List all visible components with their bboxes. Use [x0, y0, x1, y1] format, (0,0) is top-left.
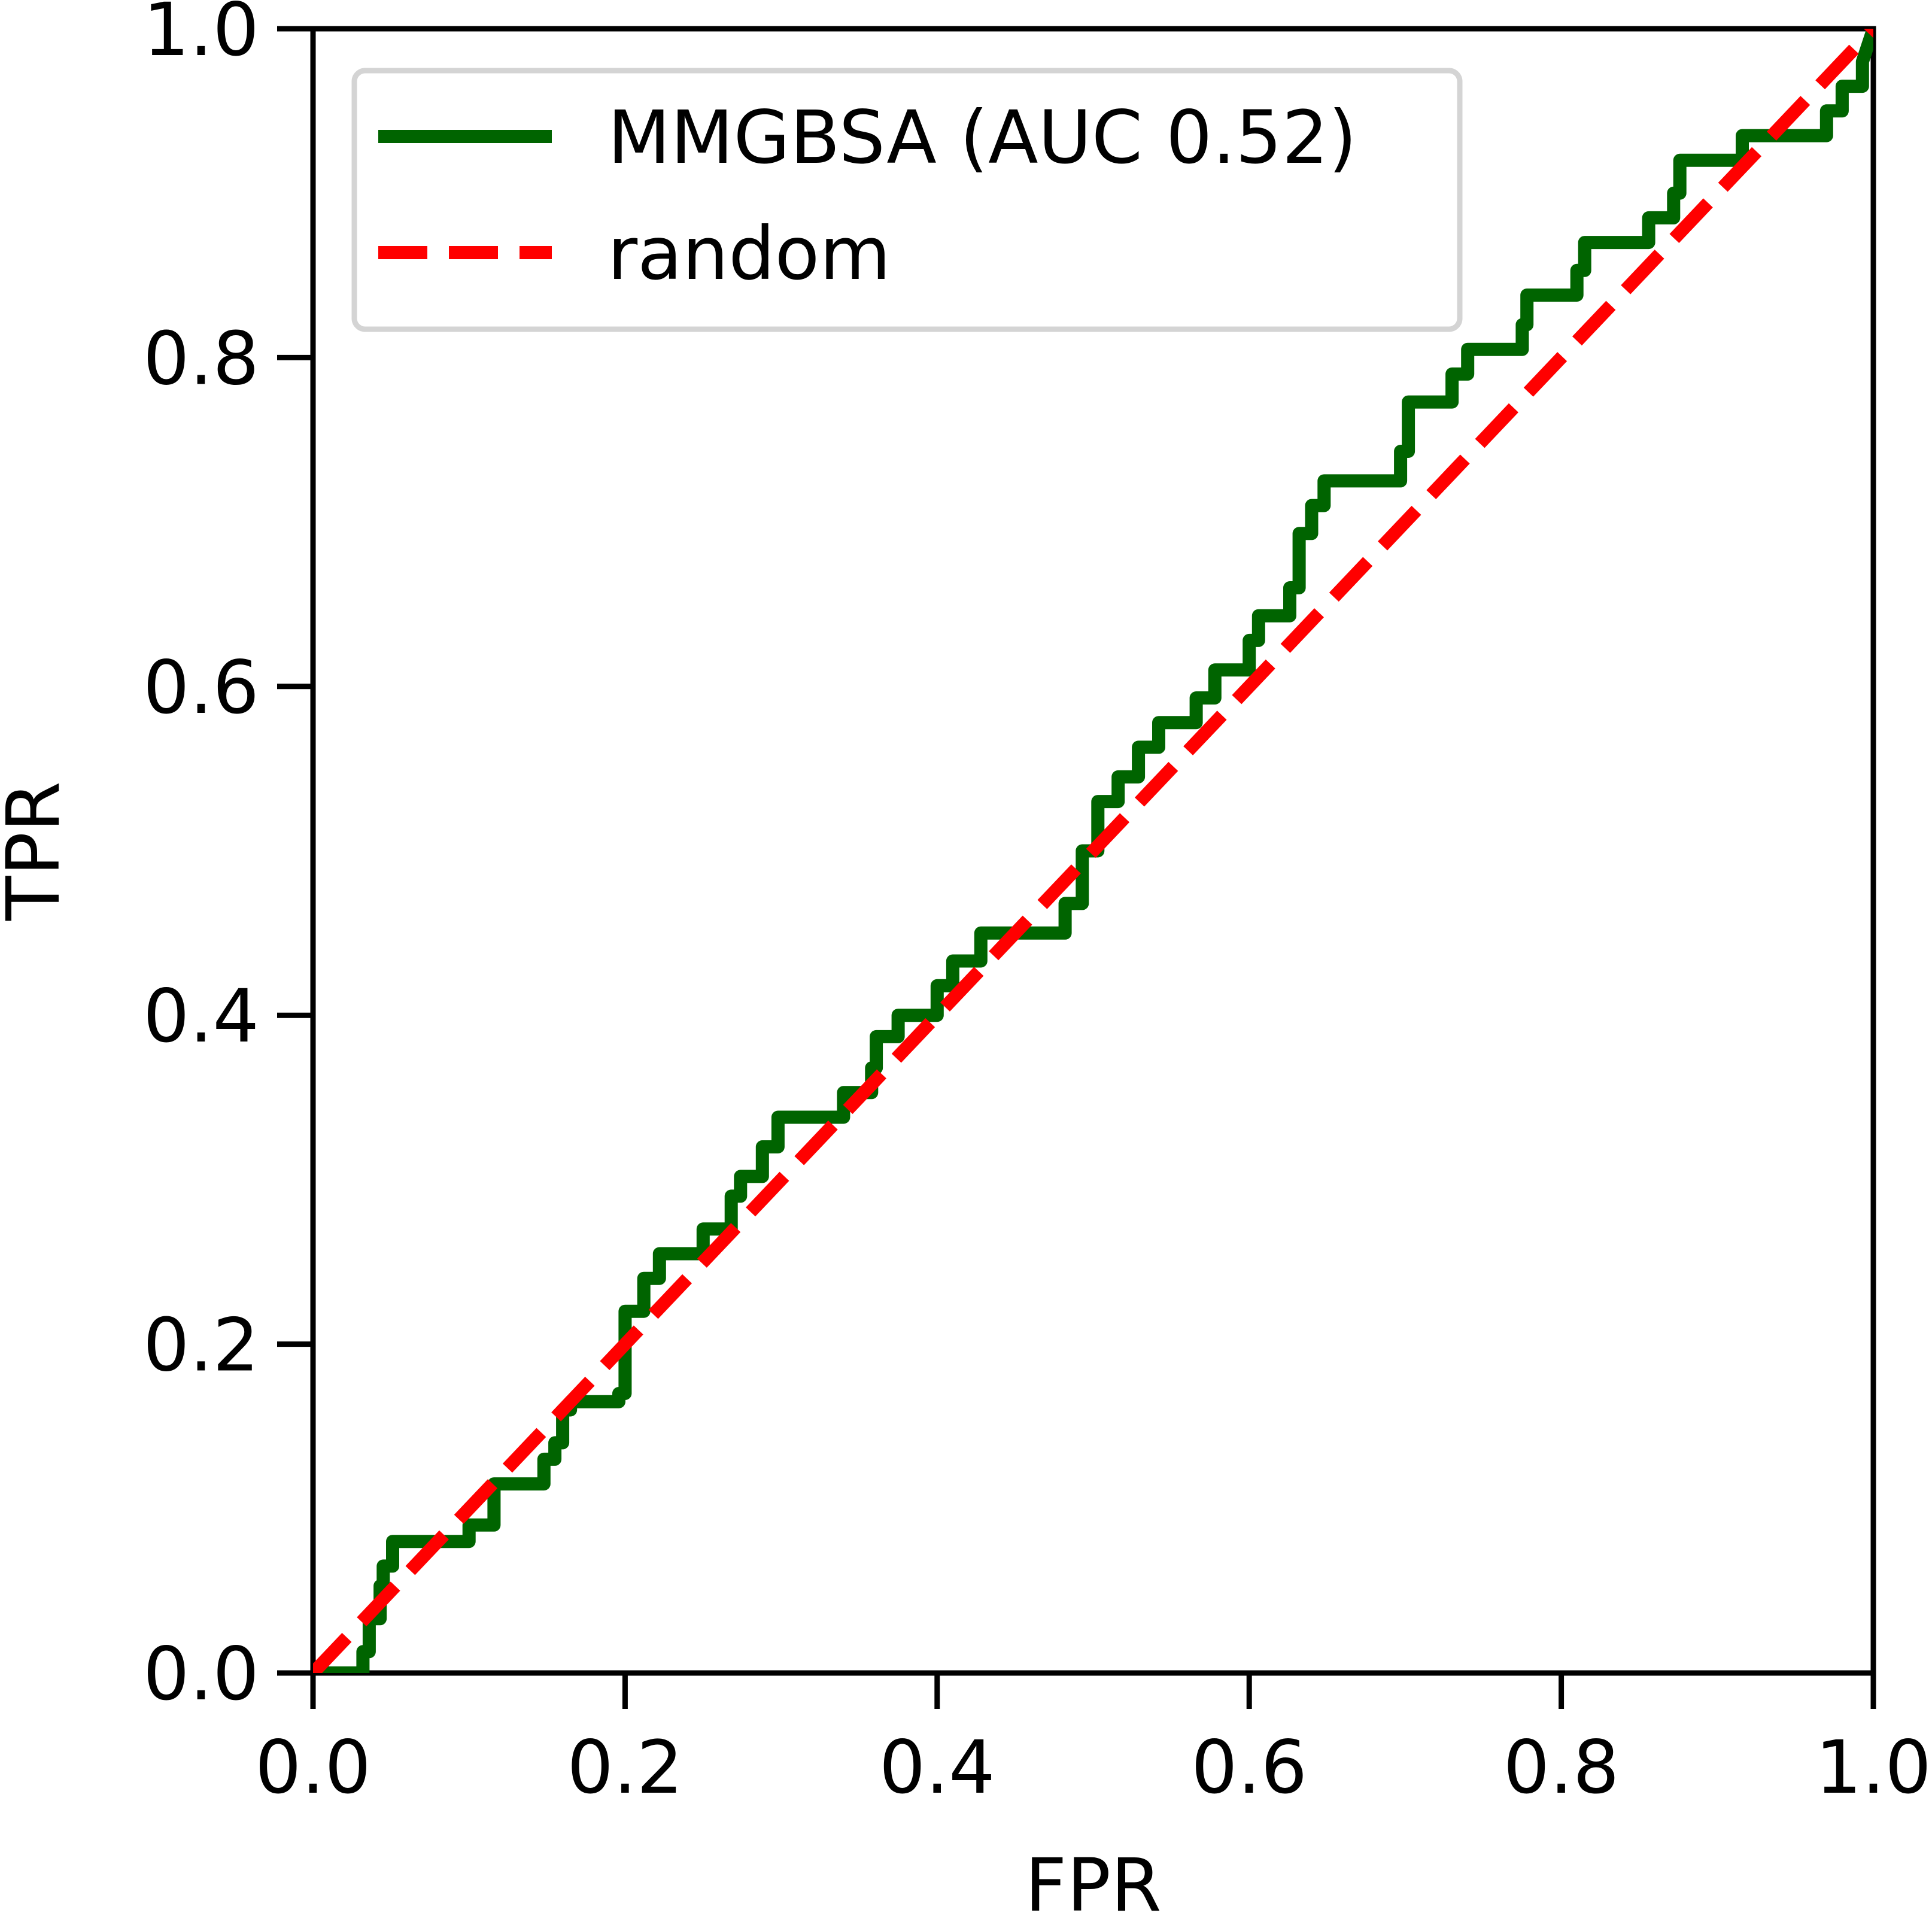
x-tick-label: 0.4: [879, 1725, 995, 1810]
x-tick-label: 0.6: [1191, 1725, 1307, 1810]
y-tick-label: 1.0: [143, 0, 259, 72]
y-tick-label: 0.8: [143, 316, 259, 401]
series-layer: [313, 29, 1873, 1673]
plot-frame: [310, 26, 1876, 1676]
legend-box: [351, 68, 1463, 332]
legend-label: MMGBSA (AUC 0.52): [607, 95, 1357, 180]
y-axis-title: TPR: [0, 781, 76, 921]
x-axis-title: FPR: [1025, 1843, 1162, 1922]
y-tick-label: 0.4: [143, 974, 259, 1059]
x-tick-label: 0.0: [255, 1725, 371, 1810]
random-baseline-line: [313, 29, 1873, 1673]
y-tick-label: 0.6: [143, 645, 259, 730]
x-tick-label: 1.0: [1815, 1725, 1931, 1810]
x-tick-label: 0.2: [567, 1725, 683, 1810]
legend-layer: MMGBSA (AUC 0.52) random: [351, 68, 1463, 332]
legend-label: random: [607, 211, 891, 296]
x-tick-label: 0.8: [1503, 1725, 1620, 1810]
y-tick-label: 0.2: [143, 1303, 259, 1388]
y-tick-label: 0.0: [143, 1632, 259, 1717]
roc-curve-line: [313, 29, 1873, 1673]
